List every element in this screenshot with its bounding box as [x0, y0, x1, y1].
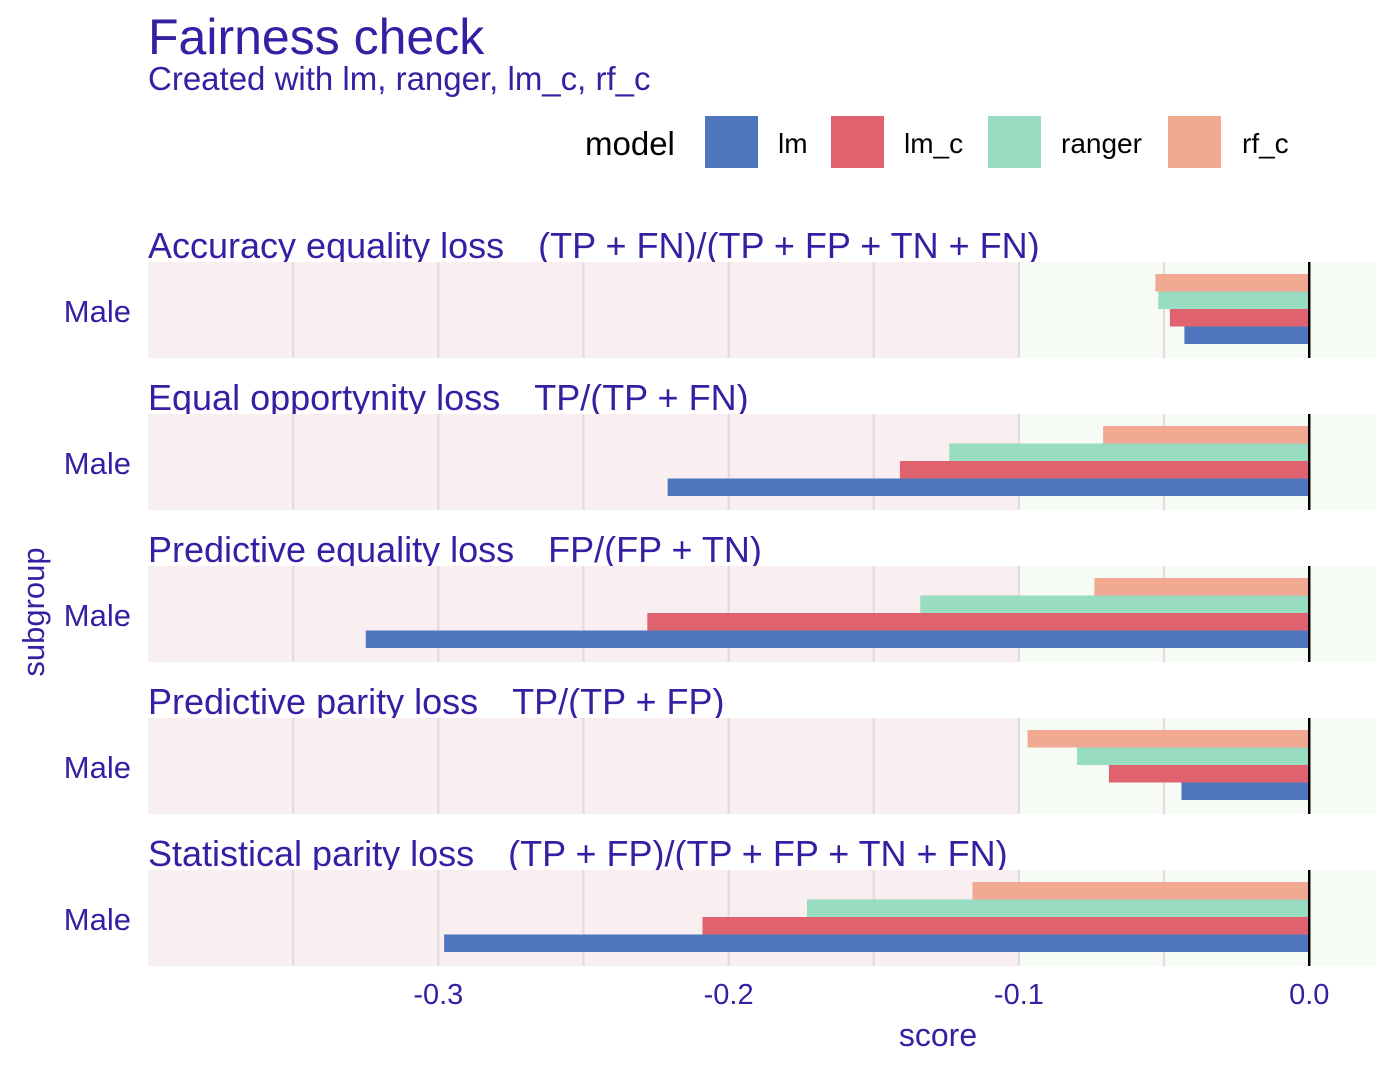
panel-4: Statistical parity loss (TP + FP)/(TP + F… [64, 833, 1376, 966]
subgroup-label: Male [64, 598, 131, 633]
legend-swatch-ranger [988, 116, 1041, 168]
bar-lm [444, 934, 1310, 952]
bar-ranger [949, 443, 1310, 461]
bar-lm [1184, 326, 1310, 344]
metric-name: Predictive parity loss [148, 681, 478, 722]
x-tick-label: 0.0 [1289, 979, 1329, 1011]
legend-swatch-lm [705, 116, 758, 168]
panel-title: Predictive parity loss TP/(TP + FP) [148, 681, 725, 722]
panel-title: Predictive equality loss FP/(FP + TN) [148, 529, 762, 570]
metric-formula: TP/(TP + FP) [512, 681, 724, 722]
metric-name: Accuracy equality loss [148, 225, 504, 266]
y-axis-title: subgroup [16, 547, 51, 676]
bar-rf_c [1094, 578, 1310, 596]
metric-name: Statistical parity loss [148, 833, 474, 874]
legend-label-rf_c: rf_c [1242, 128, 1289, 159]
bar-rf_c [972, 882, 1310, 900]
bar-ranger [1158, 291, 1310, 309]
subgroup-label: Male [64, 750, 131, 785]
bar-lm_c [1169, 309, 1310, 327]
metric-formula: (TP + FN)/(TP + FP + TN + FN) [538, 225, 1039, 266]
metric-formula: TP/(TP + FN) [534, 377, 748, 418]
bar-ranger [806, 899, 1310, 917]
bar-lm [667, 478, 1310, 496]
legend: model lm lm_c ranger rf_c [585, 116, 1289, 168]
panel-2: Predictive equality loss FP/(FP + TN) Male [64, 529, 1376, 662]
bar-lm_c [647, 613, 1310, 631]
legend-label-lm_c: lm_c [904, 128, 963, 159]
legend-swatch-lm_c [831, 116, 884, 168]
bar-lm [365, 630, 1310, 648]
bar-lm_c [899, 461, 1310, 479]
subgroup-label: Male [64, 294, 131, 329]
legend-label-ranger: ranger [1061, 128, 1142, 159]
bar-ranger [1076, 747, 1310, 765]
panel-title: Statistical parity loss (TP + FP)/(TP + F… [148, 833, 1008, 874]
metric-formula: (TP + FP)/(TP + FP + TN + FN) [508, 833, 1007, 874]
panel-3: Predictive parity loss TP/(TP + FP) Male [64, 681, 1376, 814]
metric-name: Predictive equality loss [148, 529, 514, 570]
panel-title: Equal opportynity loss TP/(TP + FN) [148, 377, 749, 418]
metric-name: Equal opportynity loss [148, 377, 500, 418]
legend-label-lm: lm [778, 128, 808, 159]
x-axis: -0.3 -0.2 -0.1 0.0 [413, 979, 1329, 1011]
x-axis-title: score [899, 1017, 977, 1053]
metric-formula: FP/(FP + TN) [548, 529, 762, 570]
x-tick-label: -0.3 [413, 979, 463, 1011]
chart-subtitle: Created with lm, ranger, lm_c, rf_c [148, 60, 651, 97]
subgroup-label: Male [64, 902, 131, 937]
panel-1: Equal opportynity loss TP/(TP + FN) Male [64, 377, 1376, 510]
panel-0: Accuracy equality loss (TP + FN)/(TP + FP… [64, 225, 1376, 358]
bar-lm_c [702, 917, 1310, 935]
bar-ranger [920, 595, 1310, 613]
bar-lm_c [1108, 765, 1310, 783]
bar-lm [1181, 782, 1310, 800]
legend-swatch-rf_c [1168, 116, 1221, 168]
bar-rf_c [1027, 730, 1310, 748]
bar-rf_c [1103, 426, 1310, 444]
facet-panels: Accuracy equality loss (TP + FN)/(TP + FP… [64, 225, 1376, 966]
bar-rf_c [1155, 274, 1310, 292]
subgroup-label: Male [64, 446, 131, 481]
x-tick-label: -0.1 [994, 979, 1044, 1011]
chart-title: Fairness check [148, 9, 485, 65]
legend-title: model [585, 125, 675, 162]
panel-title: Accuracy equality loss (TP + FN)/(TP + FP… [148, 225, 1040, 266]
x-tick-label: -0.2 [704, 979, 754, 1011]
